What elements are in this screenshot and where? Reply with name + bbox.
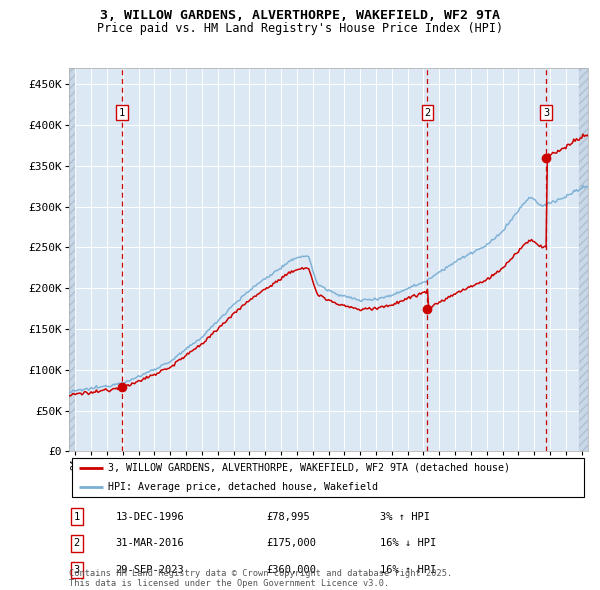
- Text: 29-SEP-2023: 29-SEP-2023: [116, 565, 184, 575]
- Text: 2: 2: [74, 539, 80, 548]
- Text: HPI: Average price, detached house, Wakefield: HPI: Average price, detached house, Wake…: [108, 482, 378, 492]
- Text: Price paid vs. HM Land Registry's House Price Index (HPI): Price paid vs. HM Land Registry's House …: [97, 22, 503, 35]
- Text: 1: 1: [74, 512, 80, 522]
- Text: £175,000: £175,000: [266, 539, 316, 548]
- Bar: [579, 68, 588, 451]
- Text: 1: 1: [119, 108, 125, 118]
- Text: 13-DEC-1996: 13-DEC-1996: [116, 512, 184, 522]
- Text: 16% ↓ HPI: 16% ↓ HPI: [380, 539, 437, 548]
- Text: 3: 3: [74, 565, 80, 575]
- Text: 3, WILLOW GARDENS, ALVERTHORPE, WAKEFIELD, WF2 9TA (detached house): 3, WILLOW GARDENS, ALVERTHORPE, WAKEFIEL…: [108, 463, 510, 473]
- Text: £78,995: £78,995: [266, 512, 310, 522]
- Text: £360,000: £360,000: [266, 565, 316, 575]
- Text: 3% ↑ HPI: 3% ↑ HPI: [380, 512, 430, 522]
- Text: Contains HM Land Registry data © Crown copyright and database right 2025.
This d: Contains HM Land Registry data © Crown c…: [69, 569, 452, 588]
- Text: 31-MAR-2016: 31-MAR-2016: [116, 539, 184, 548]
- Bar: [69, 68, 76, 451]
- Text: 3: 3: [543, 108, 549, 118]
- Text: 3, WILLOW GARDENS, ALVERTHORPE, WAKEFIELD, WF2 9TA: 3, WILLOW GARDENS, ALVERTHORPE, WAKEFIEL…: [100, 9, 500, 22]
- Bar: [69, 68, 76, 451]
- Text: 16% ↑ HPI: 16% ↑ HPI: [380, 565, 437, 575]
- Text: 2: 2: [424, 108, 431, 118]
- FancyBboxPatch shape: [71, 458, 584, 497]
- Bar: [579, 68, 588, 451]
